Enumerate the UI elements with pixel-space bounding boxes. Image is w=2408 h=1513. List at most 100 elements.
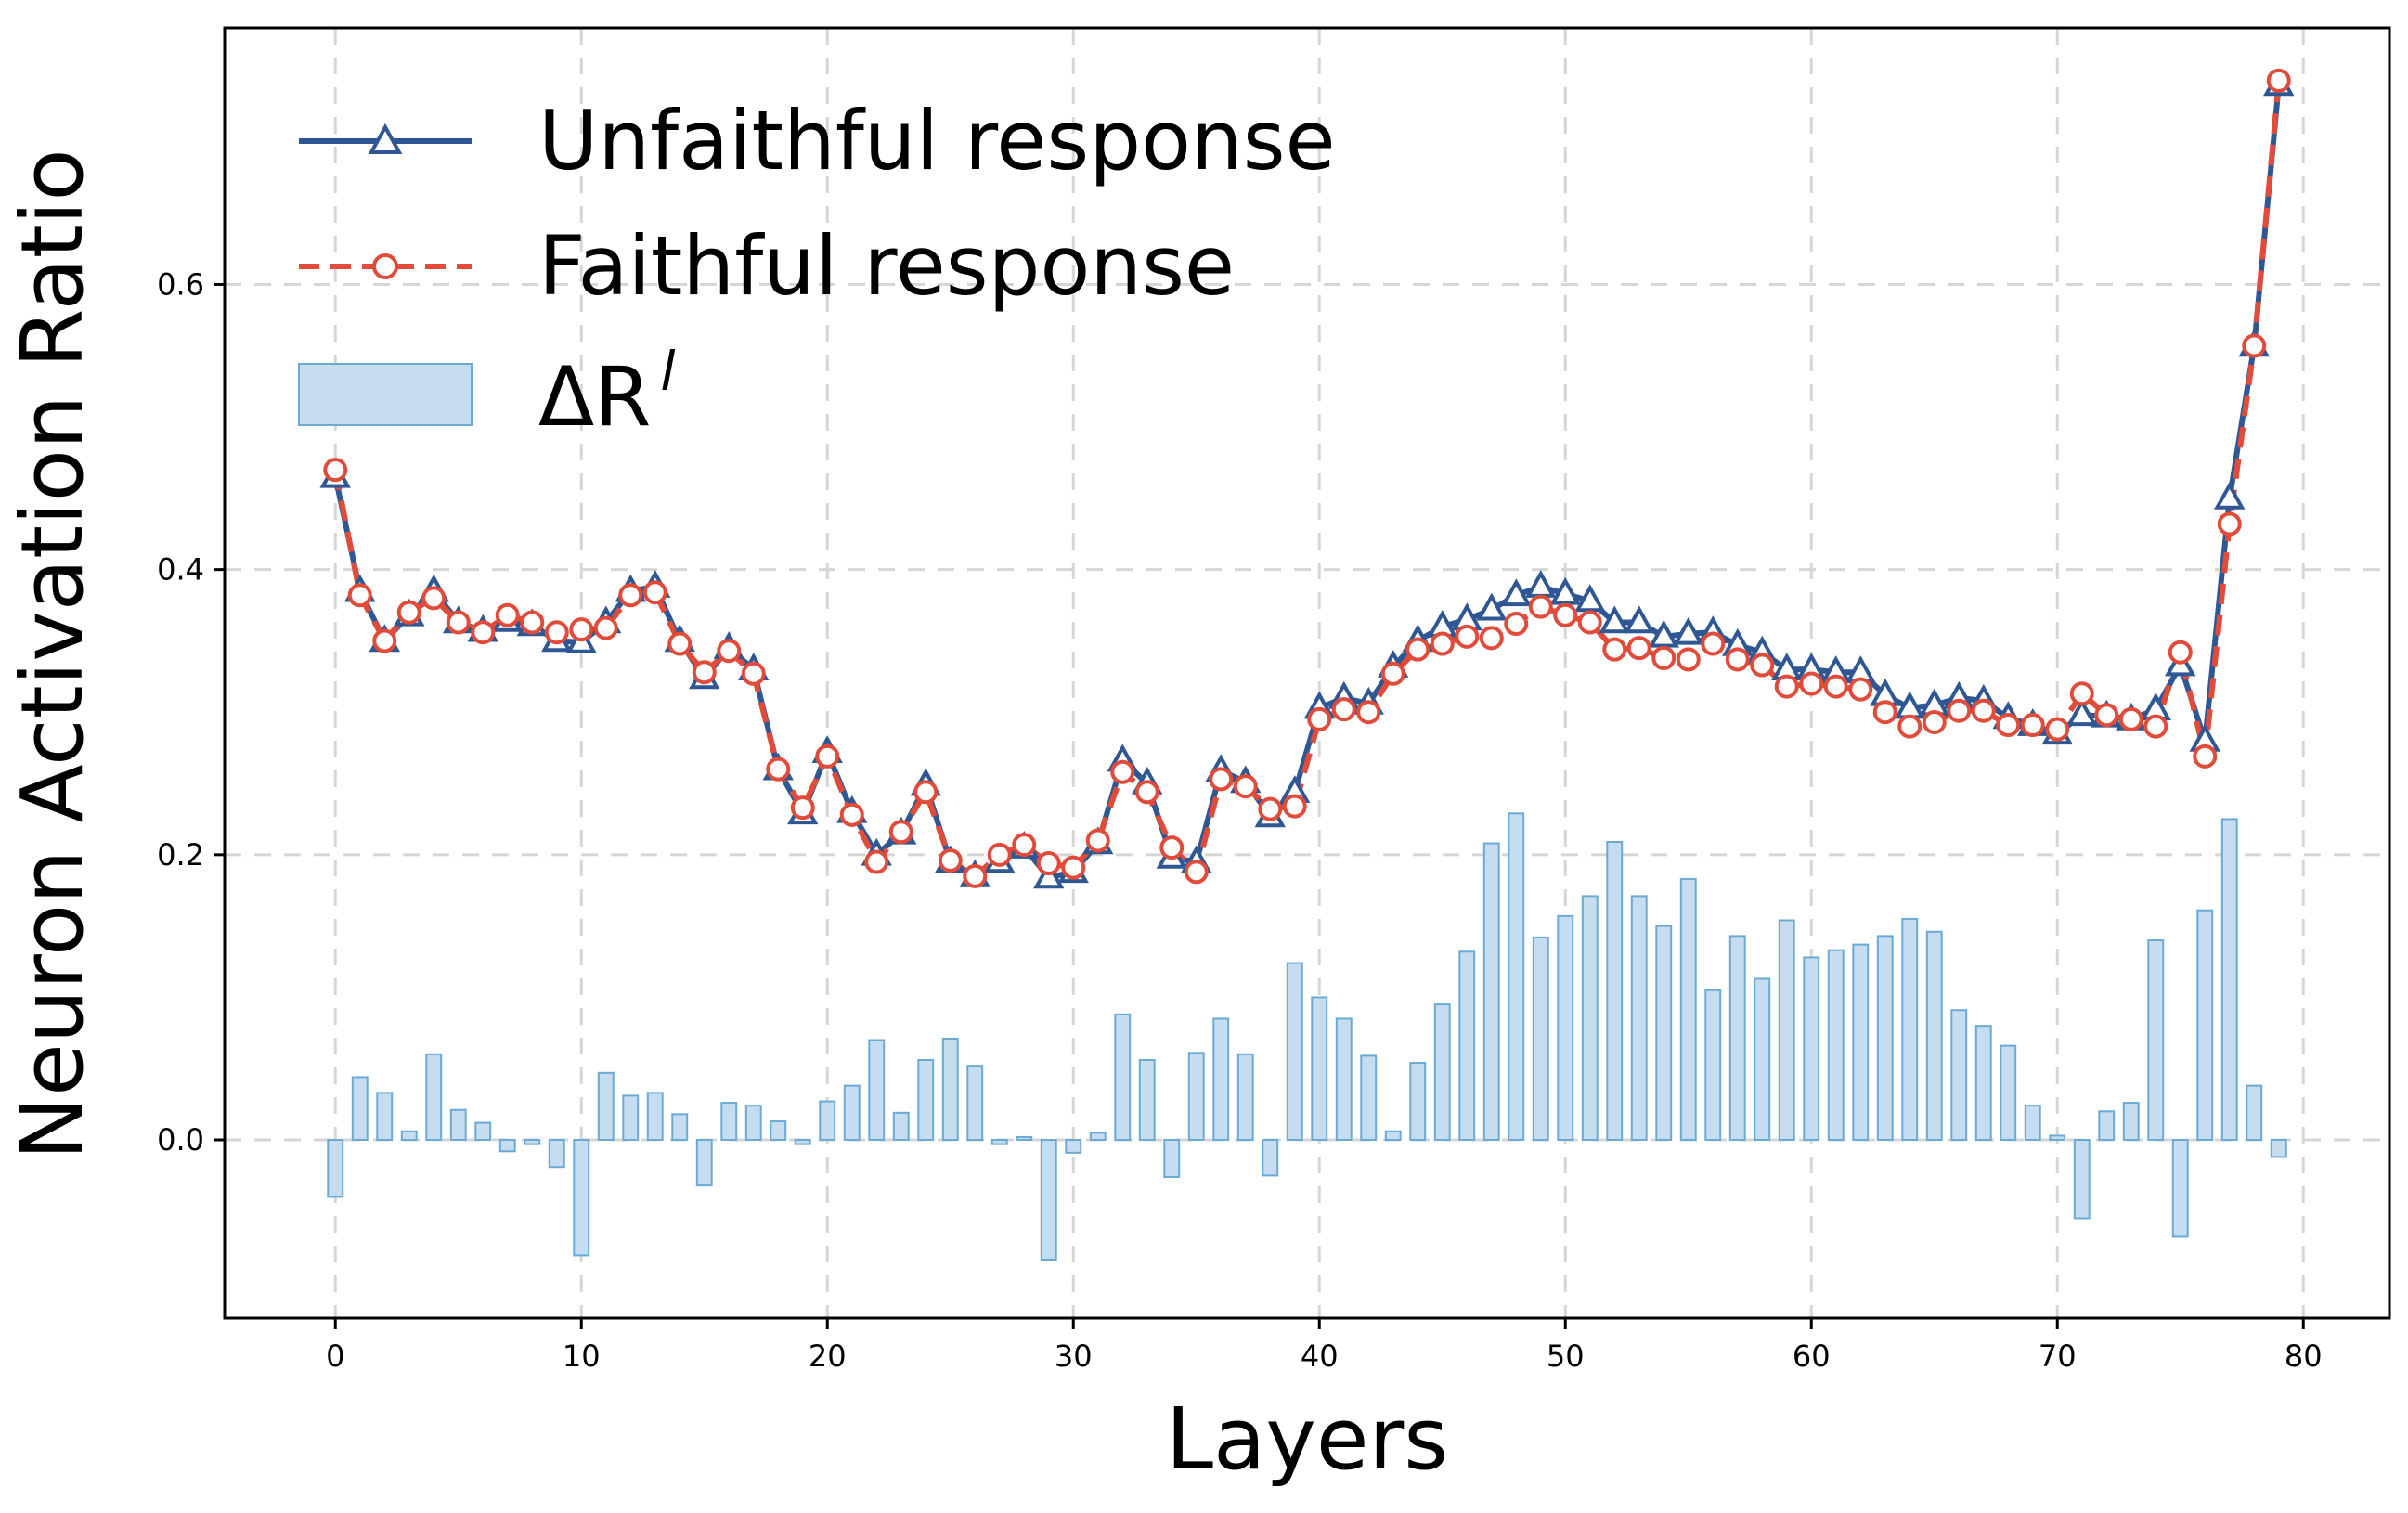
legend-label-delta: ΔR l	[538, 340, 675, 445]
faithful-point	[1602, 637, 1627, 662]
x-tick-label: 0	[326, 1338, 344, 1374]
delta-bar	[622, 1094, 640, 1142]
y-tick-label: 0.4	[157, 552, 204, 588]
delta-bar	[2270, 1139, 2287, 1158]
delta-bar	[1704, 989, 1722, 1142]
y-tick-label: 0.6	[157, 266, 204, 302]
unfaithful-point	[2213, 481, 2246, 510]
delta-bar	[1262, 1139, 1279, 1177]
delta-bar	[843, 1084, 861, 1142]
faithful-point	[2020, 713, 2045, 738]
faithful-point	[1651, 645, 1677, 670]
unfaithful-point	[1574, 584, 1606, 613]
marker-layer	[319, 68, 2295, 889]
faithful-point	[421, 586, 447, 611]
delta-bar	[2000, 1044, 2017, 1142]
faithful-point	[1504, 612, 1529, 637]
delta-bar	[671, 1113, 689, 1142]
delta-bar	[695, 1139, 713, 1187]
faithful-point	[1750, 653, 1775, 678]
faithful-point	[1947, 698, 1972, 723]
delta-bar	[1458, 950, 1476, 1142]
delta-bar	[1557, 914, 1574, 1142]
delta-bar	[1384, 1130, 1402, 1142]
delta-bar	[1827, 949, 1845, 1142]
faithful-point	[618, 583, 643, 608]
delta-bar	[597, 1071, 615, 1142]
faithful-point	[913, 780, 939, 805]
faithful-point	[2118, 706, 2143, 731]
delta-bar	[1433, 1003, 1451, 1142]
faithful-point	[1872, 700, 1897, 725]
legend-item-faithful: Faithful response	[299, 218, 1235, 314]
delta-bar	[1803, 956, 1820, 1142]
delta-bar	[474, 1121, 492, 1142]
legend-label-faithful: Faithful response	[538, 218, 1235, 314]
legend-label-delta-sup: l	[660, 340, 675, 403]
delta-bar	[1754, 977, 1771, 1142]
x-axis-title: Layers	[1166, 1390, 1448, 1489]
delta-bar	[1852, 943, 1870, 1142]
faithful-point	[1701, 631, 1726, 656]
faithful-point	[2143, 714, 2168, 739]
delta-bar	[1163, 1139, 1181, 1178]
unfaithful-point	[1500, 578, 1532, 607]
legend-item-delta: ΔR l	[298, 340, 675, 445]
delta-bar	[1925, 930, 1943, 1142]
x-tick-label: 40	[1301, 1338, 1339, 1374]
faithful-point	[839, 802, 864, 827]
faithful-point	[396, 600, 421, 625]
delta-bar	[1876, 935, 1894, 1142]
faithful-point	[471, 620, 496, 645]
delta-bar	[2196, 909, 2214, 1142]
faithful-point	[495, 602, 520, 627]
faithful-point	[323, 458, 348, 483]
delta-bar	[1679, 877, 1697, 1142]
faithful-point	[1823, 674, 1848, 699]
unfaithful-point	[1624, 605, 1655, 634]
plot-frame	[223, 26, 2391, 1320]
legend: Unfaithful response Faithful response ΔR…	[298, 93, 1336, 445]
delta-bar	[498, 1139, 516, 1153]
faithful-point	[1209, 767, 1234, 792]
delta-bar	[1728, 935, 1746, 1142]
axis-layer: 0 10 20 30 40 50 60 70 80 0.0 0.2 0.4 0.6	[157, 26, 2391, 1374]
delta-bar	[2098, 1110, 2116, 1142]
faithful-point	[1012, 833, 1037, 858]
faithful-point	[888, 820, 913, 845]
delta-bar	[1630, 895, 1648, 1142]
faithful-point	[544, 620, 569, 645]
legend-bar-swatch	[298, 363, 473, 426]
line-layer	[332, 80, 2282, 881]
delta-bar	[1065, 1139, 1082, 1154]
unfaithful-point	[1033, 860, 1065, 889]
faithful-point	[1331, 697, 1356, 722]
faithful-point	[2094, 703, 2119, 728]
faithful-point	[1553, 602, 1578, 627]
delta-bar	[2049, 1134, 2066, 1142]
delta-bar	[1016, 1135, 1033, 1142]
delta-bar	[966, 1065, 984, 1142]
delta-bar	[449, 1108, 467, 1142]
y-tick-label: 0.2	[157, 837, 204, 873]
delta-bar	[990, 1139, 1008, 1145]
delta-bar	[351, 1076, 369, 1142]
faithful-point	[593, 615, 618, 640]
faithful-point	[1307, 706, 1332, 731]
delta-bar	[720, 1102, 738, 1142]
faithful-point	[1405, 637, 1431, 662]
delta-bar	[2147, 938, 2165, 1142]
faithful-point	[1996, 713, 2021, 738]
delta-bar	[2220, 818, 2238, 1142]
delta-bar	[2171, 1139, 2189, 1238]
delta-bar	[646, 1092, 664, 1142]
delta-bar	[892, 1111, 910, 1142]
delta-bar	[1778, 919, 1795, 1142]
faithful-point	[372, 628, 397, 653]
faithful-point	[987, 842, 1012, 867]
delta-bar	[2024, 1105, 2041, 1142]
y-axis-title: Neuron Activation Ratio	[3, 149, 102, 1159]
bar-layer	[327, 812, 2287, 1261]
faithful-point	[1159, 835, 1185, 860]
faithful-point	[1134, 780, 1159, 805]
